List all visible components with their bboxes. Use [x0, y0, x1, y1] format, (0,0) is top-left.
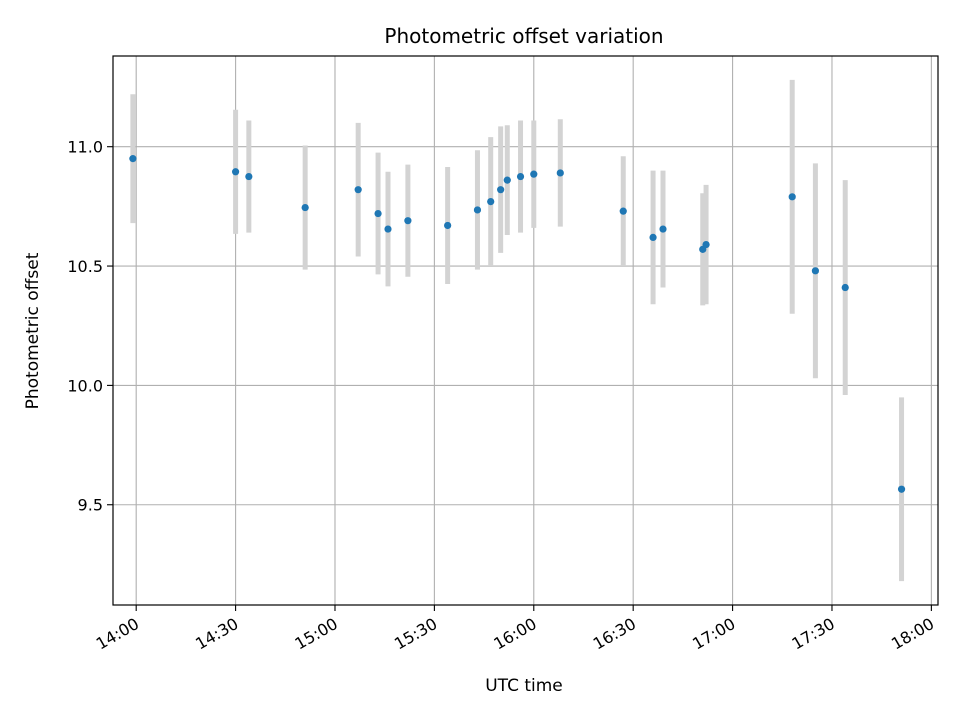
- data-point: [649, 233, 657, 242]
- data-point: [487, 198, 495, 206]
- data-point: [497, 186, 505, 194]
- data-point: [129, 155, 137, 163]
- data-point: [503, 176, 511, 184]
- plot-area: [112, 55, 939, 606]
- data-point: [530, 170, 538, 178]
- data-point: [354, 186, 362, 194]
- data-points: [129, 155, 906, 493]
- y-tick-label: 9.5: [78, 496, 103, 515]
- x-tick-label: 14:00: [93, 614, 142, 654]
- data-point: [404, 217, 412, 225]
- data-point: [841, 283, 849, 292]
- error-bars: [130, 79, 905, 582]
- data-point: [556, 169, 564, 177]
- data-point: [702, 240, 710, 249]
- chart-title: Photometric offset variation: [384, 24, 663, 48]
- x-tick-label: 14:30: [192, 614, 241, 654]
- data-point: [811, 267, 820, 275]
- y-tick-label: 10.5: [67, 257, 103, 276]
- data-point: [301, 203, 309, 212]
- data-point: [897, 485, 906, 493]
- x-axis-label: UTC time: [485, 676, 563, 696]
- x-tick-label: 16:30: [590, 614, 639, 654]
- y-tick-label: 11.0: [67, 138, 103, 157]
- grid: [113, 56, 938, 605]
- y-tick-label: 10.0: [67, 376, 103, 395]
- x-tick-label: 15:30: [391, 614, 440, 654]
- x-tick-label: 16:00: [490, 614, 539, 654]
- x-tick-label: 18:00: [888, 614, 937, 654]
- x-tick-label: 17:30: [789, 614, 838, 654]
- data-point: [374, 209, 382, 218]
- data-point: [788, 193, 796, 201]
- data-point: [245, 172, 253, 181]
- x-tick-label: 15:00: [292, 614, 341, 654]
- data-point: [473, 206, 482, 214]
- data-point: [384, 225, 392, 233]
- data-point: [231, 168, 240, 176]
- data-point: [659, 225, 667, 233]
- x-tick-label: 17:00: [689, 614, 738, 654]
- data-point: [516, 172, 525, 181]
- data-point: [619, 207, 627, 215]
- y-axis-label: Photometric offset: [23, 252, 43, 409]
- data-point: [444, 221, 452, 230]
